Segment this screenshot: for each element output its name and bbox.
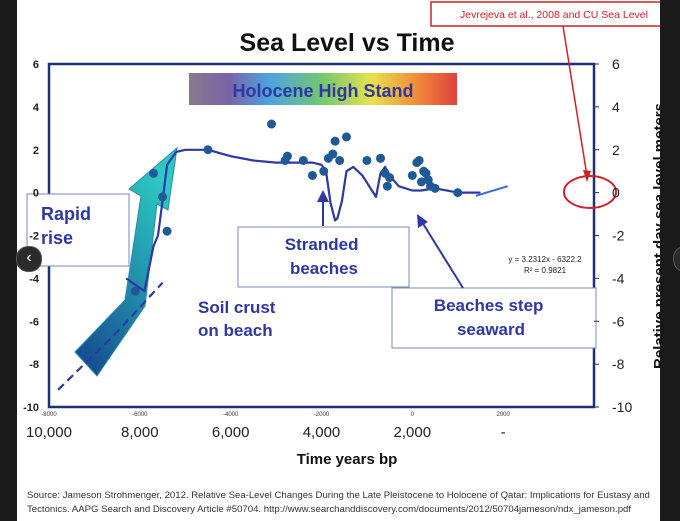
data-point: [341, 132, 351, 142]
y-tick-label-right: -6: [612, 313, 625, 329]
y-tick-label-right: 6: [612, 56, 620, 72]
y-tick-label-left: 4: [33, 102, 40, 114]
y-tick-label-right: 0: [612, 185, 620, 201]
chart-title: Sea Level vs Time: [240, 29, 455, 57]
data-point: [414, 155, 424, 165]
x-top-tick-label: -6000: [132, 412, 148, 418]
stranded-word-2: beaches: [290, 259, 358, 278]
data-point: [130, 286, 140, 296]
y-axis-label: Relative present day sea level meters: [651, 103, 660, 369]
y-tick-label-right: -8: [612, 356, 625, 372]
data-point: [407, 170, 417, 180]
y-tick-label-left: 6: [33, 59, 39, 71]
beaches-step-word-1: Beaches step: [434, 296, 544, 315]
stranded-box: [237, 226, 410, 288]
equation-line-1: y = 3.2312x - 6322.2: [508, 255, 582, 264]
data-point: [362, 155, 372, 165]
x-axis-label: Time years bp: [297, 451, 398, 468]
modern-data-circle: [563, 175, 617, 209]
data-point: [203, 145, 213, 155]
y-tick-label-right: 4: [612, 99, 620, 115]
rapid-rise-word-1: Rapid: [41, 204, 91, 224]
data-point: [453, 188, 463, 198]
data-point: [416, 177, 426, 187]
soil-crust-word-2: on beach: [198, 321, 273, 340]
stranded-word-1: Stranded: [285, 235, 359, 254]
projection-dashed-line: [57, 281, 164, 391]
y-tick-label-right: -10: [612, 399, 632, 415]
modern-trend-line: [475, 185, 508, 197]
stranded-label: Stranded beaches: [285, 235, 363, 278]
source-line-1: Source: Jameson Strohmenger, 2012. Relat…: [27, 490, 650, 501]
slide-frame: Sea Level vs Time Holocene High Stand Je…: [16, 0, 680, 521]
sea-level-chart: Sea Level vs Time Holocene High Stand Je…: [23, 1, 660, 468]
y-tick-label-left: 2: [33, 145, 39, 157]
data-point: [430, 183, 440, 193]
previous-arrow-icon[interactable]: ‹: [16, 246, 42, 272]
x-top-tick-label: 0: [411, 412, 415, 418]
data-point: [330, 136, 340, 146]
y-tick-label-left: -4: [29, 273, 40, 285]
data-point: [335, 155, 345, 165]
reference-box: [430, 1, 660, 27]
x-tick-label: 2,000: [394, 424, 432, 441]
soil-crust-word-1: Soil crust: [198, 298, 276, 317]
beaches-step-word-2: seaward: [457, 320, 525, 339]
equation-line-2: R² = 0.9821: [524, 266, 567, 275]
data-point: [267, 119, 277, 129]
rapid-rise-word-2: rise: [41, 228, 73, 248]
data-point: [376, 153, 386, 163]
y-tick-label-right: -2: [612, 228, 625, 244]
beaches-step-box: [391, 287, 597, 349]
y-tick-label-left: -10: [23, 402, 39, 414]
data-point: [307, 170, 317, 180]
y-tick-label-left: -6: [29, 316, 39, 328]
x-top-tick-label: -8000: [41, 412, 57, 418]
data-point: [298, 155, 308, 165]
x-tick-label: 4,000: [303, 424, 341, 441]
beaches-step-pointer-head: [417, 214, 428, 228]
next-arrow-icon[interactable]: ›: [673, 246, 680, 272]
y-tick-label-left: -2: [29, 231, 39, 243]
data-point: [382, 181, 392, 191]
reference-pointer: [562, 25, 588, 177]
data-point: [158, 192, 168, 202]
holocene-banner: [189, 73, 457, 105]
y-tick-label-left: 0: [33, 188, 39, 200]
rapid-rise-arrow: [74, 146, 178, 377]
data-point: [148, 168, 158, 178]
data-point: [385, 173, 395, 183]
data-point: [162, 226, 172, 236]
x-top-tick-label: -2000: [314, 412, 330, 418]
beaches-step-label: Beaches step seaward: [434, 296, 548, 339]
reference-label: Jevrejeva et al., 2008 and CU Sea Level: [460, 9, 648, 21]
source-line-2: Tectonics. AAPG Search and Discovery Art…: [27, 504, 632, 515]
x-tick-label: 6,000: [212, 424, 250, 441]
x-tick-label: -: [501, 424, 506, 441]
y-tick-label-right: 2: [612, 142, 620, 158]
soil-crust-label: Soil crust on beach: [198, 298, 280, 340]
data-point: [319, 166, 329, 176]
data-point: [328, 149, 338, 159]
holocene-label: Holocene High Stand: [232, 81, 413, 101]
x-tick-label: 8,000: [121, 424, 159, 441]
beaches-step-pointer: [421, 221, 464, 289]
rapid-rise-box: [26, 193, 130, 267]
x-top-tick-label: 2000: [496, 412, 510, 418]
stranded-pointer-head: [317, 190, 329, 202]
data-point: [282, 151, 292, 161]
x-tick-label: 10,000: [26, 424, 72, 441]
rapid-rise-label: Rapid rise: [41, 204, 96, 248]
x-top-tick-label: -4000: [223, 412, 239, 418]
y-tick-label-left: -8: [29, 359, 39, 371]
y-tick-label-right: -4: [612, 270, 625, 286]
